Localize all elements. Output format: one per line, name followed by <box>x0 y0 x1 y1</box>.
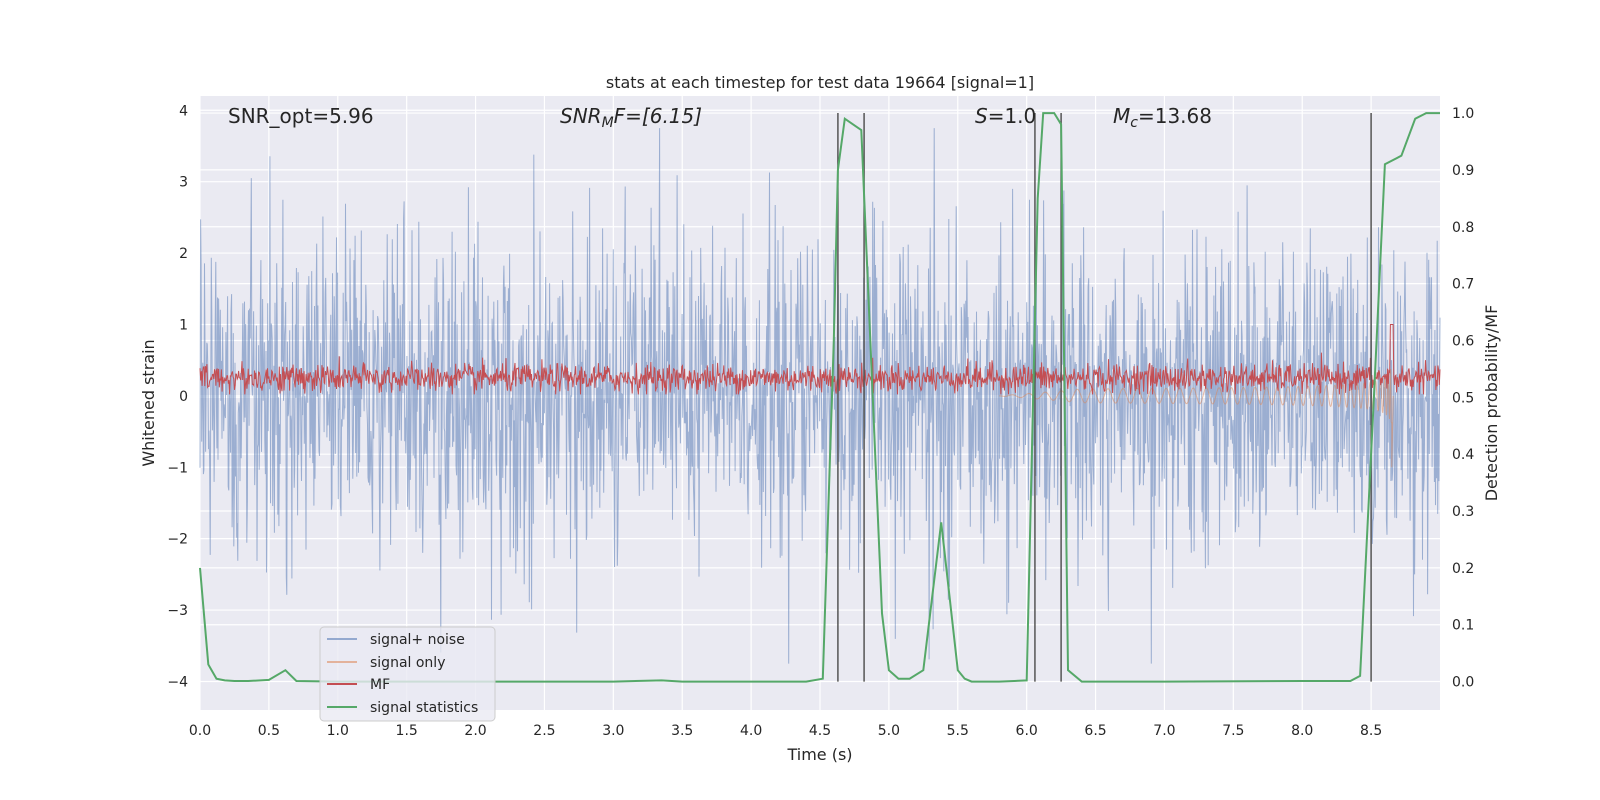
y-right-tick-label: 0.4 <box>1452 447 1474 463</box>
mc-main: M <box>1113 104 1130 128</box>
series-signal-statistics <box>199 112 1440 683</box>
annotation-snr-opt: SNR_opt=5.96 <box>228 104 374 128</box>
x-tick-label: 3.0 <box>602 723 624 739</box>
x-tick-label: 0.0 <box>189 723 211 739</box>
x-tick-label: 8.5 <box>1360 723 1382 739</box>
x-tick-label: 7.0 <box>1153 723 1175 739</box>
y-right-tick-label: 0.7 <box>1452 277 1474 293</box>
x-tick-label: 0.5 <box>258 723 280 739</box>
y-right-tick-label: 0.8 <box>1452 220 1474 236</box>
y-right-tick-label: 1.0 <box>1452 106 1474 122</box>
y-right-axis-label: Detection probability/MF <box>1482 305 1501 502</box>
y-tick-label: −1 <box>167 460 188 476</box>
y-right-tick-label: 0.0 <box>1452 675 1474 691</box>
mf-line <box>199 324 1441 395</box>
x-tick-label: 6.5 <box>1084 723 1106 739</box>
x-tick-label: 4.5 <box>809 723 831 739</box>
x-tick-label: 2.0 <box>464 723 486 739</box>
x-tick-label: 1.0 <box>327 723 349 739</box>
y-tick-label: 0 <box>179 389 188 405</box>
x-tick-label: 1.5 <box>396 723 418 739</box>
x-tick-label: 6.0 <box>1016 723 1038 739</box>
y-tick-label: −3 <box>167 603 188 619</box>
y-right-tick-label: 0.2 <box>1452 561 1474 577</box>
x-tick-label: 5.0 <box>878 723 900 739</box>
legend-label-stats: signal statistics <box>370 700 478 716</box>
x-axis-label: Time (s) <box>786 745 852 764</box>
x-tick-label: 2.5 <box>533 723 555 739</box>
x-tick-label: 4.0 <box>740 723 762 739</box>
y-right-tick-label: 0.3 <box>1452 504 1474 520</box>
x-tick-label: 8.0 <box>1291 723 1313 739</box>
y-tick-label: 3 <box>179 175 188 191</box>
chart-title: stats at each timestep for test data 196… <box>606 73 1034 92</box>
y-tick-label: −4 <box>167 674 188 690</box>
legend-label-noise: signal+ noise <box>370 632 465 648</box>
snr-mf-rest: F=[6.15] <box>614 104 702 128</box>
mc-sub: c <box>1130 115 1138 131</box>
y-axis-label: Whitened strain <box>139 339 158 466</box>
x-tick-label: 3.5 <box>671 723 693 739</box>
signal-statistics-line <box>199 112 1440 683</box>
y-tick-label: 1 <box>179 317 188 333</box>
y-tick-label: 4 <box>179 103 188 119</box>
snr-mf-sub: M <box>602 115 614 131</box>
y-tick-label: −2 <box>167 532 188 548</box>
s-rest: =1.0 <box>988 104 1037 128</box>
series-mf <box>199 324 1441 395</box>
y-tick-label: 2 <box>179 246 188 262</box>
y-right-tick-label: 0.5 <box>1452 390 1474 406</box>
legend-label-mf: MF <box>370 677 390 693</box>
y-right-tick-label: 0.6 <box>1452 333 1474 349</box>
x-tick-label: 7.5 <box>1222 723 1244 739</box>
s-main: S <box>975 104 988 128</box>
y-right-tick-label: 0.1 <box>1452 618 1474 634</box>
legend: signal+ noise signal only MF signal stat… <box>319 626 496 722</box>
y-right-tick-label: 0.9 <box>1452 163 1474 179</box>
legend-label-signal: signal only <box>370 655 445 671</box>
x-tick-label: 5.5 <box>947 723 969 739</box>
legend-box <box>319 626 496 722</box>
snr-mf-main: SNR <box>560 104 602 128</box>
annotation-snr-mf: SNRMF=[6.15] <box>560 104 702 131</box>
annotation-s: S=1.0 <box>975 104 1036 128</box>
mc-rest: =13.68 <box>1138 104 1212 128</box>
ticks: 0.0 0.5 1.0 1.5 2.0 2.5 3.0 3.5 4.0 4.5 5.0 5.5 6.0 6… <box>167 103 1474 739</box>
annotation-mc: Mc=13.68 <box>1113 104 1212 131</box>
